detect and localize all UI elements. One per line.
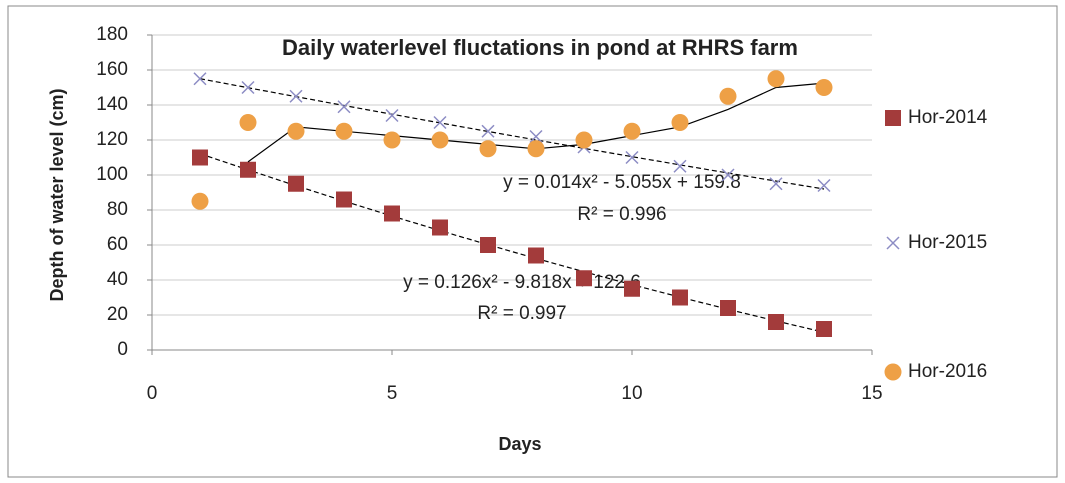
y-tick-label: 120 bbox=[96, 129, 128, 150]
marker bbox=[623, 122, 641, 140]
marker bbox=[481, 124, 495, 138]
marker bbox=[383, 131, 401, 149]
marker bbox=[479, 140, 497, 158]
legend-label: Hor-2014 bbox=[908, 107, 988, 128]
marker bbox=[528, 247, 544, 264]
r-squared: R² = 0.997 bbox=[477, 303, 566, 324]
marker bbox=[671, 114, 689, 131]
equation: y = 0.126x² - 9.818x + 122.6 bbox=[403, 272, 641, 293]
marker bbox=[384, 205, 400, 222]
marker bbox=[625, 150, 639, 165]
marker bbox=[289, 89, 303, 103]
legend-marker bbox=[885, 110, 901, 126]
marker bbox=[239, 114, 257, 131]
x-tick-label: 5 bbox=[387, 383, 398, 404]
marker bbox=[433, 115, 447, 130]
marker bbox=[720, 300, 736, 316]
legend-label: Hor-2016 bbox=[908, 361, 987, 382]
y-tick-label: 40 bbox=[107, 269, 128, 290]
trendline bbox=[199, 78, 825, 190]
marker bbox=[480, 237, 496, 253]
y-tick-label: 160 bbox=[96, 59, 128, 80]
chart-title: Daily waterlevel fluctations in pond at … bbox=[282, 35, 798, 60]
y-tick-label: 100 bbox=[96, 164, 128, 185]
marker bbox=[576, 270, 592, 287]
marker bbox=[624, 280, 640, 297]
y-tick-label: 140 bbox=[96, 94, 128, 115]
marker bbox=[431, 131, 449, 149]
x-tick-label: 0 bbox=[147, 383, 158, 404]
x-tick-label: 10 bbox=[621, 383, 642, 404]
marker bbox=[337, 100, 351, 114]
marker bbox=[385, 108, 399, 123]
marker bbox=[768, 314, 784, 330]
x-tick-label: 15 bbox=[861, 383, 882, 404]
marker bbox=[241, 80, 255, 95]
marker bbox=[191, 192, 209, 210]
y-axis-label: Depth of water level (cm) bbox=[47, 88, 67, 301]
marker bbox=[816, 321, 832, 337]
marker bbox=[673, 159, 687, 173]
marker bbox=[240, 161, 256, 178]
marker bbox=[432, 219, 448, 236]
marker bbox=[527, 140, 545, 158]
y-tick-label: 0 bbox=[117, 339, 128, 360]
marker bbox=[815, 79, 833, 96]
y-tick-label: 20 bbox=[107, 304, 128, 325]
marker bbox=[288, 175, 304, 192]
marker bbox=[672, 289, 688, 306]
y-tick-label: 80 bbox=[107, 199, 128, 220]
marker bbox=[192, 149, 208, 166]
legend-label: Hor-2015 bbox=[908, 232, 987, 253]
marker bbox=[529, 129, 543, 144]
y-tick-label: 60 bbox=[107, 234, 128, 255]
marker bbox=[575, 131, 593, 149]
marker bbox=[817, 178, 831, 193]
marker bbox=[287, 122, 305, 140]
chart-border bbox=[7, 5, 1058, 478]
marker bbox=[193, 72, 207, 86]
marker bbox=[335, 122, 353, 140]
marker bbox=[336, 191, 352, 208]
marker bbox=[767, 70, 785, 88]
x-axis-label: Days bbox=[498, 434, 541, 454]
marker bbox=[719, 87, 737, 105]
equation: y = 0.014x² - 5.055x + 159.8 bbox=[503, 172, 741, 193]
r-squared: R² = 0.996 bbox=[577, 204, 666, 225]
y-tick-label: 180 bbox=[96, 24, 128, 45]
legend-marker bbox=[884, 363, 902, 381]
legend-marker bbox=[886, 236, 900, 250]
marker bbox=[769, 177, 783, 191]
marker bbox=[721, 168, 735, 182]
